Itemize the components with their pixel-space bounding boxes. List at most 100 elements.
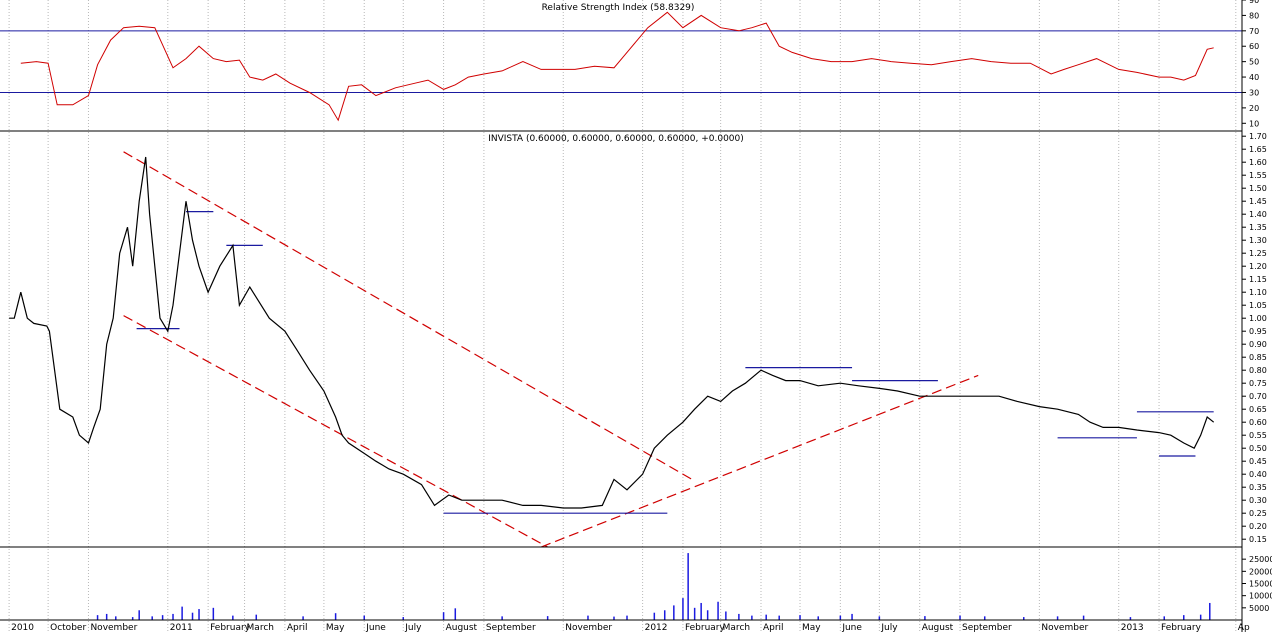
y-tick-label: 0.45	[1249, 457, 1267, 466]
volume-bar	[682, 598, 684, 620]
volume-bar	[1209, 602, 1211, 620]
volume-bar	[1199, 614, 1202, 620]
volume-bar	[172, 613, 174, 620]
volume-bar	[983, 616, 986, 620]
volume-bar	[700, 602, 702, 620]
x-tick-label: March	[723, 623, 750, 632]
x-tick-label: September	[486, 623, 536, 632]
volume-bar	[1056, 616, 1059, 620]
x-tick-label: July	[404, 623, 422, 632]
rsi-panel-title: Relative Strength Index (58.8329)	[542, 3, 695, 13]
y-tick-label: 1.20	[1249, 262, 1267, 271]
volume-bar	[363, 615, 365, 620]
y-tick-label: 10000	[1249, 592, 1272, 601]
volume-bar	[1163, 616, 1166, 620]
x-tick-label: February	[210, 623, 251, 632]
trendline-dashed	[123, 151, 693, 480]
y-tick-label: 1.65	[1249, 145, 1267, 154]
x-tick-label: October	[50, 623, 86, 632]
x-tick-label: February	[1161, 623, 1202, 632]
volume-bar	[613, 616, 615, 620]
volume-bar	[725, 611, 727, 620]
y-tick-label: 1.45	[1249, 197, 1267, 206]
volume-bar	[96, 615, 99, 620]
volume-bar	[501, 616, 503, 620]
volume-bar	[131, 617, 134, 620]
y-tick-label: 0.50	[1249, 444, 1267, 453]
volume-bar	[663, 610, 666, 620]
volume-bar	[765, 614, 767, 620]
x-tick-label: November	[1041, 623, 1088, 632]
reference-layer	[0, 30, 1242, 93]
x-tick-label: July	[880, 623, 898, 632]
x-tick-label: August	[446, 623, 478, 632]
volume-bar	[778, 615, 780, 620]
y-tick-label: 90	[1249, 0, 1259, 5]
y-tick-label: 0.80	[1249, 366, 1267, 375]
y-tick-label: 0.15	[1249, 535, 1267, 544]
y-tick-label: 0.20	[1249, 522, 1267, 531]
volume-bar	[198, 609, 200, 620]
y-tick-label: 0.90	[1249, 340, 1267, 349]
y-tick-label: 25000	[1249, 555, 1272, 564]
volume-bar	[817, 616, 819, 620]
y-tick-label: 80	[1249, 11, 1259, 20]
series-layer	[9, 11, 1215, 620]
volume-bar	[738, 613, 740, 620]
trendline-dashed	[540, 374, 979, 548]
volume-bar	[751, 615, 753, 620]
x-tick-label: November	[565, 623, 612, 632]
y-tick-label: 70	[1249, 27, 1259, 36]
volume-bar	[138, 610, 140, 620]
y-tick-label: 0.30	[1249, 496, 1267, 505]
trendline-dashed	[123, 315, 548, 548]
y-tick-label: 1.00	[1249, 314, 1267, 323]
price-line	[9, 156, 1215, 509]
y-tick-label: 15000	[1249, 580, 1272, 589]
x-tick-label: 2010	[11, 623, 34, 632]
y-tick-label: 0.40	[1249, 470, 1267, 479]
volume-bar	[799, 615, 801, 620]
volume-bar	[1023, 617, 1025, 620]
volume-bar	[851, 613, 853, 620]
trendline-layer	[123, 151, 1214, 548]
x-tick-label: 2013	[1121, 623, 1144, 632]
x-tick-label: Ap	[1238, 623, 1250, 632]
y-tick-label: 30	[1249, 88, 1259, 97]
y-tick-label: 0.70	[1249, 392, 1267, 401]
y-tick-label: 20	[1249, 104, 1259, 113]
y-tick-label: 0.65	[1249, 405, 1267, 414]
y-tick-label: 5000	[1249, 604, 1269, 613]
volume-bar	[687, 553, 689, 620]
x-tick-label: February	[685, 623, 726, 632]
volume-bar	[302, 616, 304, 620]
y-tick-label: 0.85	[1249, 353, 1267, 362]
volume-bar	[1129, 617, 1132, 620]
x-tick-label: April	[763, 623, 784, 632]
volume-bar	[105, 613, 108, 620]
volume-bar	[191, 612, 194, 620]
volume-bar	[334, 613, 337, 620]
volume-bar	[454, 608, 457, 620]
grid-layer	[8, 0, 1237, 632]
x-tick-label: April	[287, 623, 308, 632]
x-tick-label: June	[365, 623, 386, 632]
volume-bar	[442, 612, 445, 620]
y-tick-label: 20000	[1249, 567, 1272, 576]
volume-bar	[673, 605, 675, 620]
volume-bar	[181, 606, 183, 620]
volume-bar	[839, 615, 842, 620]
y-tick-label: 1.40	[1249, 210, 1267, 219]
x-tick-label: June	[841, 623, 862, 632]
volume-bar	[151, 616, 153, 620]
x-tick-label: May	[802, 623, 821, 632]
x-tick-label: November	[90, 623, 137, 632]
volume-bar	[546, 616, 549, 620]
volume-bar	[1082, 615, 1085, 620]
y-tick-label: 60	[1249, 42, 1259, 51]
y-tick-label: 1.15	[1249, 275, 1267, 284]
y-tick-label: 1.60	[1249, 158, 1267, 167]
